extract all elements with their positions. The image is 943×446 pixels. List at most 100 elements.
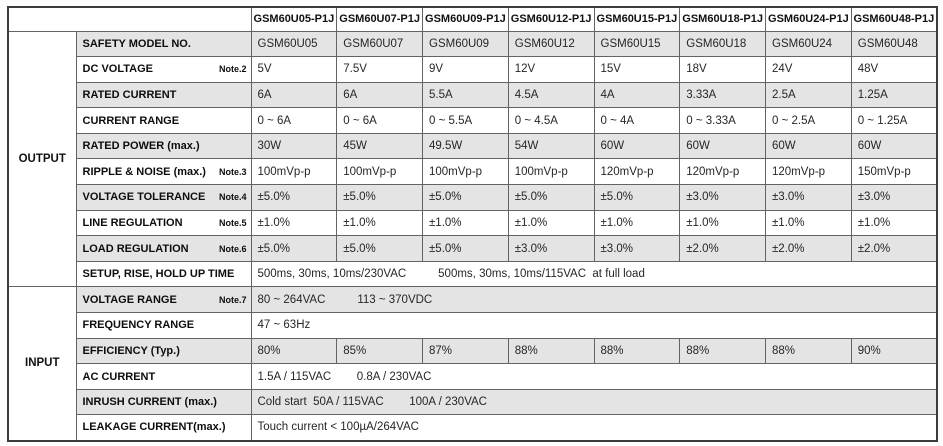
- value-cell: ±5.0%: [593, 184, 681, 211]
- row-label-text: DC VOLTAGE: [82, 63, 153, 76]
- value-cell: 120mVp-p: [679, 158, 766, 186]
- row-label-wrap: FREQUENCY RANGE: [83, 319, 247, 331]
- value-cell: 4.5A: [507, 81, 595, 109]
- row-label-wrap: LEAKAGE CURRENT(max.): [83, 421, 247, 433]
- row-label-wrap: RATED POWER (max.): [83, 140, 247, 152]
- row-label-text: EFFICIENCY (Typ.): [82, 344, 180, 357]
- row-label-cell: SETUP, RISE, HOLD UP TIME: [75, 260, 252, 288]
- section-label: INPUT: [7, 286, 77, 441]
- value-cell: ±5.0%: [336, 184, 423, 211]
- value-cell: ±3.0%: [679, 184, 766, 211]
- value-cell: 5V: [250, 56, 338, 83]
- row-label-wrap: RIPPLE & NOISE (max.) Note.3: [83, 166, 247, 178]
- value-cell: 100mVp-p: [336, 158, 423, 186]
- value-cell: 7.5V: [336, 56, 423, 83]
- model-header-cell: GSM60U15-P1J: [593, 6, 681, 32]
- row-label-cell: RATED POWER (max.): [75, 132, 252, 160]
- row-label-cell: EFFICIENCY (Typ.): [75, 337, 252, 365]
- row-label-wrap: LOAD REGULATION Note.6: [83, 243, 247, 255]
- value-cell: GSM60U18: [679, 30, 766, 58]
- value-cell: 120mVp-p: [593, 158, 681, 186]
- model-header-row: GSM60U05-P1J GSM60U07-P1J GSM60U09-P1J GSM6…: [7, 6, 938, 32]
- value-cell: 60W: [765, 132, 852, 160]
- value-cell: ±2.0%: [850, 235, 938, 262]
- value-cell: 80%: [250, 337, 338, 365]
- value-cell: 6A: [250, 81, 338, 109]
- row-label-cell: LEAKAGE CURRENT(max.): [75, 414, 252, 441]
- value-cell: GSM60U12: [507, 30, 595, 58]
- value-cell: 45W: [336, 132, 423, 160]
- value-cell: GSM60U24: [765, 30, 852, 58]
- model-header-cell: GSM60U12-P1J: [507, 6, 595, 32]
- note-label: Note.7: [218, 294, 247, 305]
- value-cell: 0 ~ 6A: [250, 107, 338, 134]
- row-label-text: VOLTAGE TOLERANCE: [82, 191, 206, 204]
- value-cell: GSM60U48: [850, 30, 938, 58]
- row-label-cell: FREQUENCY RANGE: [75, 312, 252, 339]
- value-cell: 88%: [593, 337, 681, 365]
- note-label: Note.5: [218, 217, 247, 228]
- value-cell: 24V: [765, 56, 852, 83]
- table-row: DC VOLTAGE Note.2 5V 7.5V 9V 12V 15V 18V 24V 48V: [8, 56, 938, 83]
- value-cell: 100mVp-p: [250, 158, 338, 186]
- value-cell: ±3.0%: [507, 235, 595, 262]
- value-cell-span: 1.5A / 115VAC 0.8A / 230VAC: [250, 363, 938, 390]
- note-label: Note.2: [218, 64, 247, 75]
- value-cell: 85%: [336, 337, 423, 365]
- value-cell: ±5.0%: [422, 184, 509, 211]
- value-cell-span: Cold start 50A / 115VAC 100A / 230VAC: [250, 388, 938, 416]
- row-label-wrap: SETUP, RISE, HOLD UP TIME: [83, 268, 247, 280]
- spec-table-body: OUTPUT SAFETY MODEL NO. GSM60U05 GSM60U07 GS…: [7, 30, 938, 441]
- value-cell: 60W: [593, 132, 681, 160]
- value-cell: 49.5W: [422, 132, 509, 160]
- table-row: LOAD REGULATION Note.6 ±5.0% ±5.0% ±5.0% ±3.0…: [8, 235, 938, 262]
- value-cell: 150mVp-p: [850, 158, 938, 186]
- table-row: FREQUENCY RANGE 47 ~ 63Hz: [8, 312, 938, 339]
- header-corner-cell: [7, 6, 252, 32]
- table-row: LINE REGULATION Note.5 ±1.0% ±1.0% ±1.0% ±1.0…: [8, 209, 938, 237]
- value-cell: 0 ~ 1.25A: [850, 107, 938, 134]
- value-cell: 100mVp-p: [507, 158, 595, 186]
- row-label-text: RATED CURRENT: [82, 88, 177, 101]
- value-cell: ±1.0%: [336, 209, 423, 237]
- value-cell: ±5.0%: [507, 184, 595, 211]
- row-label-cell: VOLTAGE RANGE Note.7: [75, 286, 252, 314]
- value-cell: ±1.0%: [593, 209, 681, 237]
- row-label-text: VOLTAGE RANGE: [82, 293, 177, 306]
- table-row: RATED POWER (max.) 30W 45W 49.5W 54W 60W 60W 60…: [8, 132, 938, 160]
- value-cell: 88%: [679, 337, 766, 365]
- document-page: GSM60U05-P1J GSM60U07-P1J GSM60U09-P1J GSM6…: [7, 6, 938, 442]
- value-cell: 88%: [507, 337, 595, 365]
- table-row: EFFICIENCY (Typ.) 80% 85% 87% 88% 88% 88% 88% 90…: [8, 337, 938, 365]
- value-cell: 100mVp-p: [422, 158, 509, 186]
- value-cell: ±5.0%: [422, 235, 509, 262]
- table-row: RATED CURRENT 6A 6A 5.5A 4.5A 4A 3.33A 2.5A 1.25…: [8, 81, 938, 109]
- note-label: Note.3: [218, 166, 247, 177]
- model-header-cell: GSM60U07-P1J: [336, 6, 423, 32]
- value-cell: ±1.0%: [507, 209, 595, 237]
- value-cell: 0 ~ 5.5A: [422, 107, 509, 134]
- value-cell: GSM60U05: [250, 30, 338, 58]
- table-row: OUTPUT SAFETY MODEL NO. GSM60U05 GSM60U07 GS…: [7, 30, 938, 288]
- table-row: SETUP, RISE, HOLD UP TIME 500ms, 30ms, 10…: [8, 260, 938, 288]
- row-label-text: LINE REGULATION: [82, 216, 183, 229]
- table-row: INPUT VOLTAGE RANGE Note.7 80 ~ 264VAC 113 …: [7, 286, 938, 441]
- row-label-wrap: EFFICIENCY (Typ.): [83, 345, 247, 357]
- value-cell: 15V: [593, 56, 681, 83]
- value-cell: ±1.0%: [765, 209, 852, 237]
- value-cell: ±3.0%: [765, 184, 852, 211]
- value-cell: ±1.0%: [250, 209, 338, 237]
- row-label-text: LEAKAGE CURRENT(max.): [82, 421, 226, 434]
- model-header-cell: GSM60U09-P1J: [422, 6, 509, 32]
- value-cell: 90%: [850, 337, 938, 365]
- value-cell: 0 ~ 4.5A: [507, 107, 595, 134]
- value-cell: 48V: [850, 56, 938, 83]
- value-cell: 9V: [422, 56, 509, 83]
- row-label-cell: LINE REGULATION Note.5: [75, 209, 252, 237]
- value-cell: ±5.0%: [250, 184, 338, 211]
- value-cell: 3.33A: [679, 81, 766, 109]
- value-cell: ±5.0%: [250, 235, 338, 262]
- row-label-text: INRUSH CURRENT (max.): [82, 396, 217, 409]
- note-label: Note.4: [218, 192, 247, 203]
- row-label-wrap: INRUSH CURRENT (max.): [83, 396, 247, 408]
